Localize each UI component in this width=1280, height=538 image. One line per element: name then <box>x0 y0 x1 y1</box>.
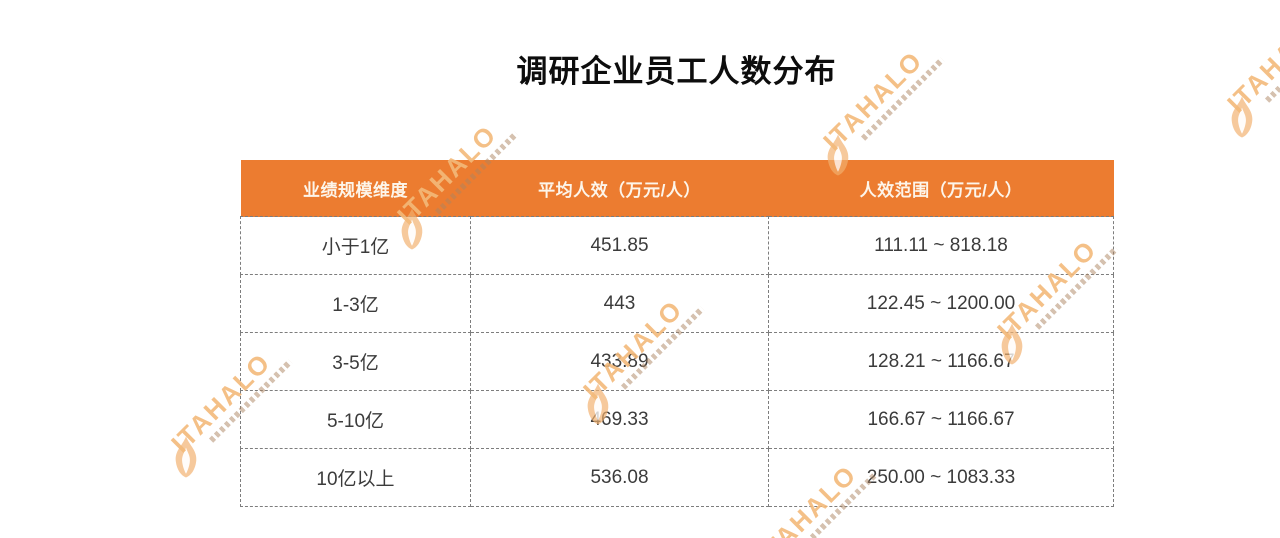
table-header: 业绩规模维度 平均人效（万元/人） 人效范围（万元/人） <box>240 160 1114 217</box>
watermark-flame-icon <box>1231 96 1253 138</box>
table-row: 1-3亿 443 122.45 ~ 1200.00 <box>240 274 1114 333</box>
average-cell: 443 <box>470 274 769 333</box>
table-body: 小于1亿 451.85 111.11 ~ 818.18 1-3亿 443 122.45 ~… <box>240 216 1114 507</box>
average-cell: 469.33 <box>470 390 769 449</box>
table-row: 10亿以上 536.08 250.00 ~ 1083.33 <box>240 448 1114 507</box>
column-header-average: 平均人效（万元/人） <box>470 160 769 217</box>
average-cell: 536.08 <box>470 448 769 507</box>
dimension-cell: 1-3亿 <box>240 274 471 333</box>
table-row: 3-5亿 433.89 128.21 ~ 1166.67 <box>240 332 1114 391</box>
range-cell: 122.45 ~ 1200.00 <box>768 274 1114 333</box>
average-cell: 433.89 <box>470 332 769 391</box>
column-header-dimension: 业绩规模维度 <box>240 160 471 217</box>
range-cell: 128.21 ~ 1166.67 <box>768 332 1114 391</box>
table-row: 小于1亿 451.85 111.11 ~ 818.18 <box>240 216 1114 275</box>
watermark-flame-icon <box>175 436 197 478</box>
dimension-cell: 10亿以上 <box>240 448 471 507</box>
dimension-cell: 3-5亿 <box>240 332 471 391</box>
page-title: 调研企业员工人数分布 <box>516 54 837 89</box>
watermark: ITAHALO <box>165 347 293 478</box>
watermark-subtext <box>1264 19 1280 103</box>
range-cell: 166.67 ~ 1166.67 <box>768 390 1114 449</box>
watermark: ITAHALO <box>1221 7 1280 138</box>
dimension-cell: 小于1亿 <box>240 216 471 275</box>
watermark-text: ITAHALO <box>1221 0 1280 124</box>
range-cell: 250.00 ~ 1083.33 <box>768 448 1114 507</box>
dimension-cell: 5-10亿 <box>240 390 471 449</box>
column-header-range: 人效范围（万元/人） <box>768 160 1114 217</box>
range-cell: 111.11 ~ 818.18 <box>768 216 1114 275</box>
table-row: 5-10亿 469.33 166.67 ~ 1166.67 <box>240 390 1114 449</box>
average-cell: 451.85 <box>470 216 769 275</box>
header-row: 业绩规模维度 平均人效（万元/人） 人效范围（万元/人） <box>240 160 1114 217</box>
employee-productivity-table: 业绩规模维度 平均人效（万元/人） 人效范围（万元/人） 小于1亿 451.85 1… <box>240 160 1114 507</box>
